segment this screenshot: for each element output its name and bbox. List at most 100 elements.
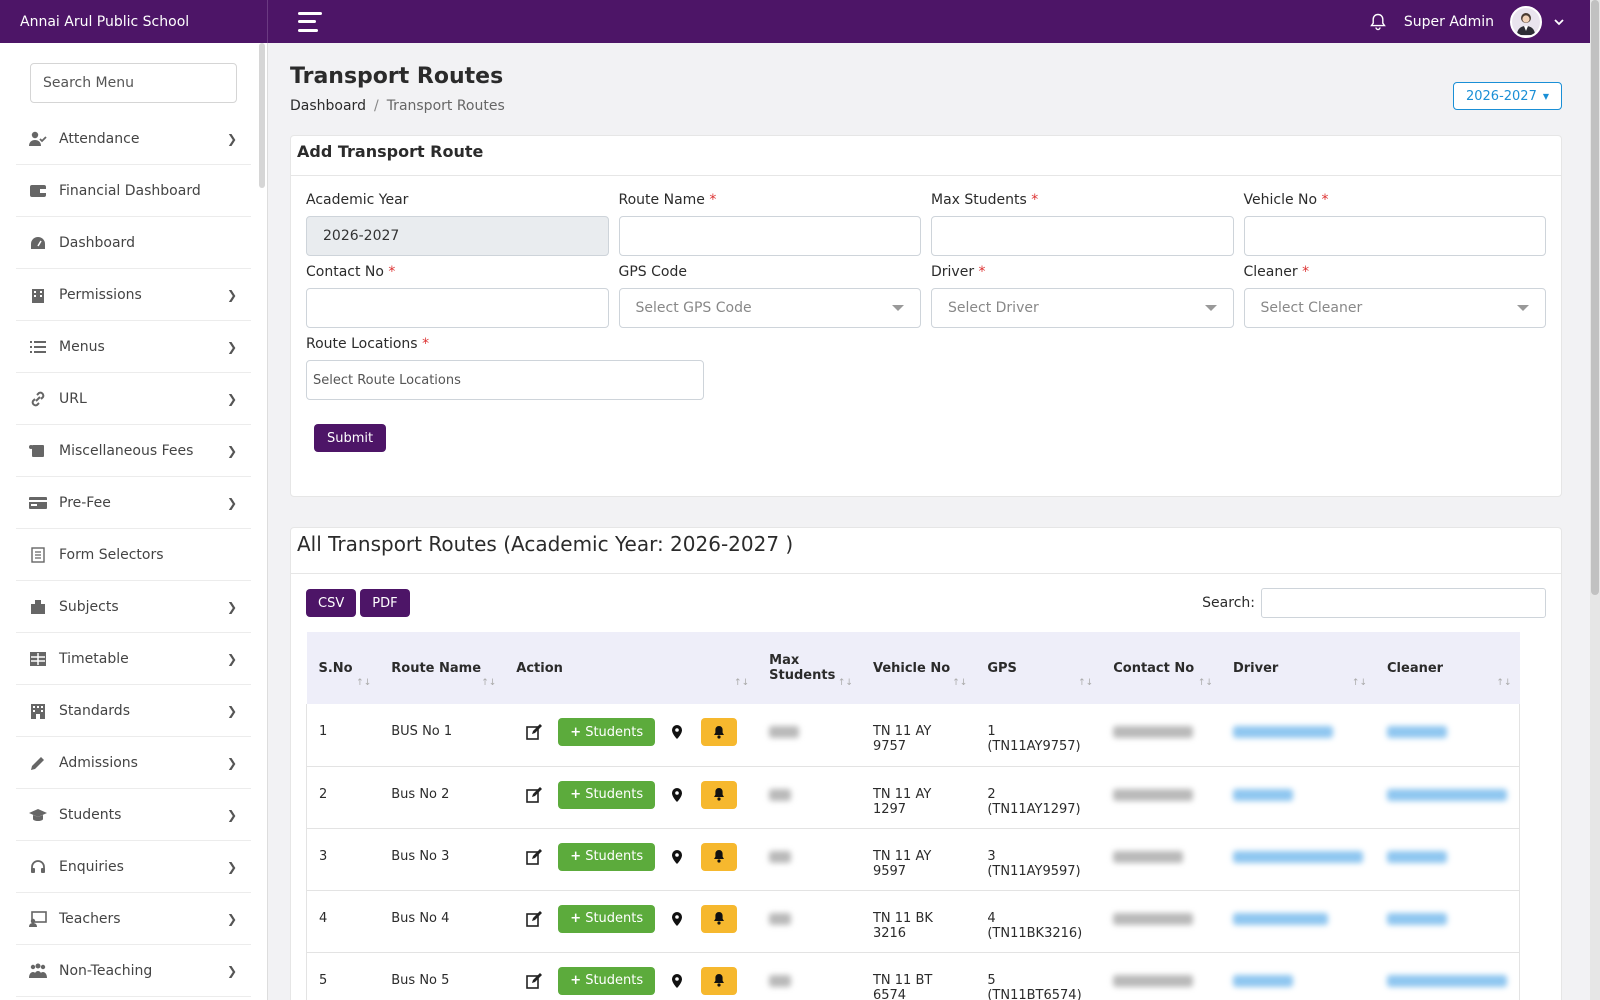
sidebar-item-permissions[interactable]: Permissions ❯ xyxy=(16,269,251,321)
location-pin-icon[interactable] xyxy=(671,973,683,988)
notification-bell-icon[interactable] xyxy=(1370,13,1386,31)
route-name-group: Route Name * xyxy=(618,192,921,256)
sidebar-item-pre-fee[interactable]: Pre-Fee ❯ xyxy=(16,477,251,529)
sidebar-item-dashboard[interactable]: Dashboard xyxy=(16,217,251,269)
sidebar-item-url[interactable]: URL ❯ xyxy=(16,373,251,425)
sidebar-item-teachers[interactable]: Teachers ❯ xyxy=(16,893,251,945)
notify-button[interactable] xyxy=(701,718,738,746)
edit-icon[interactable] xyxy=(526,972,543,989)
edit-icon[interactable] xyxy=(526,848,543,865)
sidebar-item-label: Teachers xyxy=(59,910,121,927)
col-gps[interactable]: GPS ↑↓ xyxy=(975,632,1102,704)
breadcrumb-dashboard-link[interactable]: Dashboard xyxy=(290,98,366,114)
route-locations-multiselect[interactable]: Select Route Locations xyxy=(306,360,704,400)
col-driver[interactable]: Driver ↑↓ xyxy=(1220,632,1375,704)
sort-icon: ↑↓ xyxy=(1351,678,1367,688)
sidebar-item-enquiries[interactable]: Enquiries ❯ xyxy=(16,841,251,893)
sidebar-item-label: Attendance xyxy=(59,130,140,147)
user-name[interactable]: Super Admin xyxy=(1403,13,1494,30)
academic-year-field[interactable]: 2026-2027 xyxy=(306,216,609,256)
page-scrollbar[interactable] xyxy=(1590,0,1600,1000)
sidebar-item-attendance[interactable]: Attendance ❯ xyxy=(16,113,251,165)
edit-icon[interactable] xyxy=(526,910,543,927)
hamburger-menu-icon[interactable] xyxy=(298,11,322,32)
cell-cleaner[interactable] xyxy=(1375,952,1520,1000)
col-route-name[interactable]: Route Name ↑↓ xyxy=(379,632,505,704)
table-search-input[interactable] xyxy=(1261,588,1546,618)
notify-button[interactable] xyxy=(701,904,738,933)
graduation-cap-icon xyxy=(29,807,47,823)
academic-year-dropdown-label: 2026-2027 xyxy=(1465,88,1537,104)
sidebar-scrollbar[interactable] xyxy=(259,43,265,188)
cell-cleaner[interactable] xyxy=(1375,766,1520,829)
sidebar-item-miscellaneous-fees[interactable]: Miscellaneous Fees ❯ xyxy=(16,425,251,477)
sidebar-item-non-teaching[interactable]: Non-Teaching ❯ xyxy=(16,945,251,997)
chevron-down-icon[interactable] xyxy=(1552,15,1566,29)
students-button[interactable]: + Students xyxy=(558,780,656,809)
cleaner-select[interactable]: Select Cleaner xyxy=(1243,288,1546,328)
bell-icon xyxy=(714,912,725,925)
gps-code-select[interactable]: Select GPS Code xyxy=(618,288,921,328)
notify-button[interactable] xyxy=(701,842,738,871)
contact-no-field[interactable] xyxy=(306,288,609,328)
cell-cleaner[interactable] xyxy=(1375,704,1520,767)
submit-button[interactable]: Submit xyxy=(314,424,387,452)
col-vehicle-no[interactable]: Vehicle No ↑↓ xyxy=(860,632,976,704)
location-pin-icon[interactable] xyxy=(671,787,683,802)
col-max-students[interactable]: Max Students ↑↓ xyxy=(757,632,861,704)
gauge-icon xyxy=(29,235,47,251)
students-button[interactable]: + Students xyxy=(558,718,656,746)
col-sno[interactable]: S.No ↑↓ xyxy=(306,632,380,704)
academic-year-dropdown[interactable]: 2026-2027 ▼ xyxy=(1452,82,1562,110)
students-button[interactable]: + Students xyxy=(558,904,656,933)
sidebar: Attendance ❯ Financial Dashboard Dashboard P… xyxy=(0,43,268,1000)
sidebar-item-standards[interactable]: Standards ❯ xyxy=(16,685,251,737)
cell-cleaner[interactable] xyxy=(1375,890,1520,953)
cell-driver[interactable] xyxy=(1220,766,1375,829)
notify-button[interactable] xyxy=(701,780,738,809)
col-action[interactable]: Action ↑↓ xyxy=(504,632,758,704)
csv-export-button[interactable]: CSV xyxy=(306,589,357,617)
notify-button[interactable] xyxy=(701,966,738,995)
sidebar-item-menus[interactable]: Menus ❯ xyxy=(16,321,251,373)
sidebar-item-timetable[interactable]: Timetable ❯ xyxy=(16,633,251,685)
sidebar-search-input[interactable] xyxy=(30,63,237,103)
sidebar-item-students[interactable]: Students ❯ xyxy=(16,789,251,841)
col-cleaner[interactable]: Cleaner ↑↓ xyxy=(1375,632,1520,704)
cell-cleaner[interactable] xyxy=(1375,828,1520,891)
edit-icon[interactable] xyxy=(526,724,543,740)
location-pin-icon[interactable] xyxy=(671,849,683,864)
chevron-right-icon: ❯ xyxy=(227,963,238,978)
breadcrumb-separator: / xyxy=(373,98,379,114)
edit-icon[interactable] xyxy=(526,786,543,803)
sidebar-item-form-selectors[interactable]: Form Selectors xyxy=(16,529,251,581)
user-avatar[interactable] xyxy=(1510,5,1542,38)
col-contact-no[interactable]: Contact No ↑↓ xyxy=(1101,632,1221,704)
caret-down-icon: ▼ xyxy=(1542,91,1549,101)
sidebar-item-admissions[interactable]: Admissions ❯ xyxy=(16,737,251,789)
page-scrollbar-thumb[interactable] xyxy=(1591,0,1599,595)
max-students-field[interactable] xyxy=(931,216,1234,256)
cell-driver[interactable] xyxy=(1220,828,1375,891)
cell-driver[interactable] xyxy=(1220,952,1375,1000)
brand-name[interactable]: Annai Arul Public School xyxy=(0,0,268,43)
cell-driver[interactable] xyxy=(1220,704,1375,767)
sidebar-item-subjects[interactable]: Subjects ❯ xyxy=(16,581,251,633)
students-button[interactable]: + Students xyxy=(558,966,656,995)
cell-route-name: BUS No 1 xyxy=(379,704,505,767)
students-button[interactable]: + Students xyxy=(558,842,656,871)
pdf-export-button[interactable]: PDF xyxy=(360,589,410,617)
driver-select[interactable]: Select Driver xyxy=(931,288,1234,328)
cell-route-name: Bus No 5 xyxy=(379,952,505,1000)
sidebar-item-label: Standards xyxy=(59,702,130,719)
cell-route-name: Bus No 4 xyxy=(379,890,505,953)
sidebar-item-financial-dashboard[interactable]: Financial Dashboard xyxy=(16,165,251,217)
route-name-field[interactable] xyxy=(618,216,921,256)
vehicle-no-field[interactable] xyxy=(1243,216,1546,256)
location-pin-icon[interactable] xyxy=(671,725,683,739)
max-students-label: Max Students * xyxy=(931,192,1039,208)
vehicle-no-label: Vehicle No * xyxy=(1243,192,1329,208)
location-pin-icon[interactable] xyxy=(671,911,683,926)
cell-driver[interactable] xyxy=(1220,890,1375,953)
routes-list-title: All Transport Routes (Academic Year: 202… xyxy=(291,528,1561,574)
